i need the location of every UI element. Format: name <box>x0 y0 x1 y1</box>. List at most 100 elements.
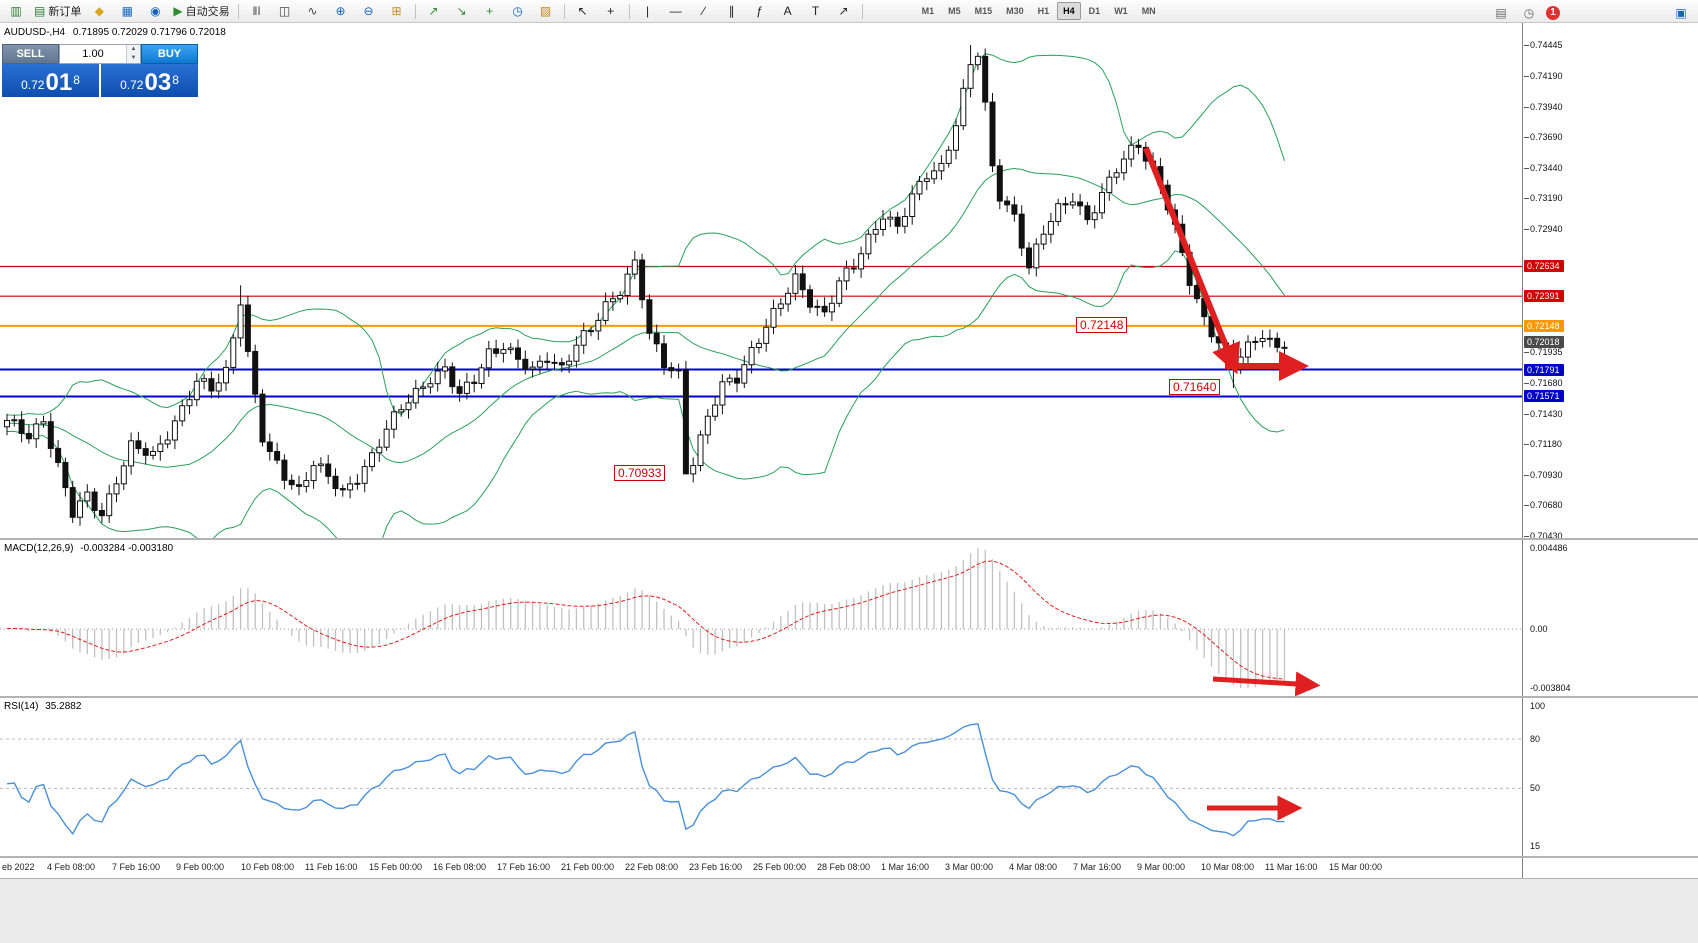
price-tick: 0.73940 <box>1524 101 1563 112</box>
macd-axis-label: 0.00 <box>1530 624 1548 635</box>
shapes-button[interactable]: ↗ <box>831 1 857 22</box>
panel-toggle-icon: ▣ <box>1675 5 1687 20</box>
timeframe-mn[interactable]: MN <box>1141 6 1156 16</box>
new-order-button[interactable]: ▤ 新订单 <box>31 1 84 22</box>
timeframe-d1[interactable]: D1 <box>1088 6 1101 16</box>
macd-signal-line <box>6 560 1285 680</box>
community-button[interactable]: ◉ <box>142 1 168 22</box>
panel-toggle-button[interactable]: ▣ <box>1668 2 1694 23</box>
price-tag: 0.71571 <box>1524 390 1564 403</box>
price-tag: 0.71791 <box>1524 363 1564 376</box>
rsi-axis-label: 50 <box>1530 783 1541 794</box>
tile-windows-button[interactable]: ⊞ <box>384 1 410 22</box>
timeaxis-splitter <box>0 856 1698 858</box>
line-view-button[interactable]: ∿ <box>300 1 326 22</box>
fibonacci-button[interactable]: ƒ <box>747 1 773 22</box>
channel-button[interactable]: ∥ <box>719 1 745 22</box>
chart-list-icon: ▤ <box>1495 5 1507 20</box>
time-label: 16 Feb 08:00 <box>433 862 487 872</box>
vertical-line-button[interactable]: | <box>635 1 661 22</box>
timeframe-m15[interactable]: M15 <box>974 6 993 16</box>
price-tick: 0.70930 <box>1524 469 1563 480</box>
toolbar-separator <box>563 3 565 19</box>
buy-button[interactable]: BUY <box>141 44 198 64</box>
templates-button[interactable]: ▨ <box>533 1 559 22</box>
alerts-button[interactable]: ◷ <box>1516 2 1542 23</box>
macd-axis-label: 0.004486 <box>1530 543 1568 553</box>
new-chart-icon: ▥ <box>10 4 22 18</box>
candles-view-button[interactable]: ◫ <box>272 1 298 22</box>
bars-view-button[interactable]: ǁǀ <box>244 1 270 22</box>
time-label: 9 Feb 00:00 <box>176 862 225 872</box>
add-indicator-button[interactable]: + <box>477 1 503 22</box>
price-tick: 0.73690 <box>1524 132 1563 143</box>
candlesticks <box>4 45 1288 526</box>
time-label: 23 Feb 16:00 <box>689 862 743 872</box>
price-tick: 0.71935 <box>1524 346 1563 357</box>
volume-box: ▲ ▼ <box>59 44 141 64</box>
zoom-out-button[interactable]: ⊖ <box>356 1 382 22</box>
rsi-splitter[interactable] <box>0 696 1698 698</box>
label-button[interactable]: T <box>803 1 829 22</box>
text-button[interactable]: A <box>775 1 801 22</box>
new-order-icon: ▤ <box>34 4 46 18</box>
periods-icon: ◷ <box>512 4 523 18</box>
sell-button[interactable]: SELL <box>2 44 59 64</box>
timeframe-m5[interactable]: M5 <box>948 6 961 16</box>
indicators-icon: ↗ <box>428 4 439 18</box>
new-chart-button[interactable]: ▥ <box>3 1 29 22</box>
objects-list-button[interactable]: ↘ <box>449 1 475 22</box>
toolbar-separator <box>237 3 239 19</box>
notification-badge[interactable]: 1 <box>1546 5 1560 20</box>
chart-ohlc: 0.71895 0.72029 0.71796 0.72018 <box>72 27 226 38</box>
one-click-trading-widget: SELL ▲ ▼ BUY 0.72 01 8 0.72 03 8 <box>2 44 198 97</box>
alerts-icon: ◷ <box>1523 5 1535 20</box>
macd-panel-canvas[interactable] <box>0 540 1522 696</box>
periods-button[interactable]: ◷ <box>505 1 531 22</box>
new-order-button-label: 新订单 <box>48 6 82 18</box>
trendline-button[interactable]: ∕ <box>691 1 717 22</box>
horizontal-line-button[interactable]: — <box>663 1 689 22</box>
sell-price-big: 01 <box>45 69 73 96</box>
volume-spinner: ▲ ▼ <box>126 45 140 63</box>
toolbar-buttons: ▥ ▤ 新订单 ◆ ▦ ◉ ▶ 自动交易 ǁǀ ◫ ∿ ⊕ ⊖ ⊞ ↗ ↘ + ◷ ▨ ↖ + | — ∕ ∥ ƒ A T ↗ M1 M5 M… <box>2 1 1163 22</box>
time-label: 17 Feb 16:00 <box>497 862 551 872</box>
timeframe-m30[interactable]: M30 <box>1006 6 1024 16</box>
buy-price-pip: 8 <box>172 73 179 87</box>
objects-list-icon: ↘ <box>456 4 467 18</box>
macd-histogram <box>6 548 1286 688</box>
rsi-panel-canvas[interactable] <box>0 698 1522 856</box>
volume-down-button[interactable]: ▼ <box>127 54 140 63</box>
macd-splitter[interactable] <box>0 538 1698 540</box>
timeframe-h4[interactable]: H4 <box>1057 2 1081 20</box>
time-label: 28 Feb 08:00 <box>817 862 871 872</box>
community-icon: ◉ <box>150 4 161 18</box>
price-tag: 0.72634 <box>1524 260 1564 273</box>
price-axis[interactable]: 0.74445 0.74190 0.73940 0.73690 0.73440 0.731… <box>1522 23 1698 878</box>
rsi-axis-label: 100 <box>1530 701 1546 711</box>
toolbar-separator <box>861 3 863 19</box>
macd-axis-label: -0.003804 <box>1530 683 1571 693</box>
cursor-button[interactable]: ↖ <box>570 1 596 22</box>
crosshair-button[interactable]: + <box>598 1 624 22</box>
main-chart-canvas[interactable] <box>0 23 1522 538</box>
timeframe-w1[interactable]: W1 <box>1114 6 1128 16</box>
timeframe-m1[interactable]: M1 <box>921 6 935 16</box>
time-axis[interactable]: eb 2022 4 Feb 08:00 7 Feb 16:00 9 Feb 00:00… <box>0 858 1522 878</box>
accounts-button[interactable]: ▦ <box>114 1 140 22</box>
zoom-in-button[interactable]: ⊕ <box>328 1 354 22</box>
sell-price[interactable]: 0.72 01 8 <box>2 64 99 97</box>
autotrading-button[interactable]: ▶ 自动交易 <box>170 1 232 22</box>
trendline-icon: ∕ <box>702 4 705 18</box>
time-label: 7 Feb 16:00 <box>112 862 161 872</box>
volume-up-button[interactable]: ▲ <box>127 45 140 54</box>
timeframe-h1[interactable]: H1 <box>1037 6 1050 16</box>
chart-list-button[interactable]: ▤ <box>1488 2 1514 23</box>
sell-price-pip: 8 <box>73 73 80 87</box>
indicators-button[interactable]: ↗ <box>421 1 447 22</box>
macd-values: -0.003284 -0.003180 <box>80 543 174 554</box>
volume-input[interactable] <box>60 47 126 61</box>
buy-price[interactable]: 0.72 03 8 <box>101 64 198 97</box>
text-icon: A <box>783 4 792 18</box>
deposit-button[interactable]: ◆ <box>86 1 112 22</box>
